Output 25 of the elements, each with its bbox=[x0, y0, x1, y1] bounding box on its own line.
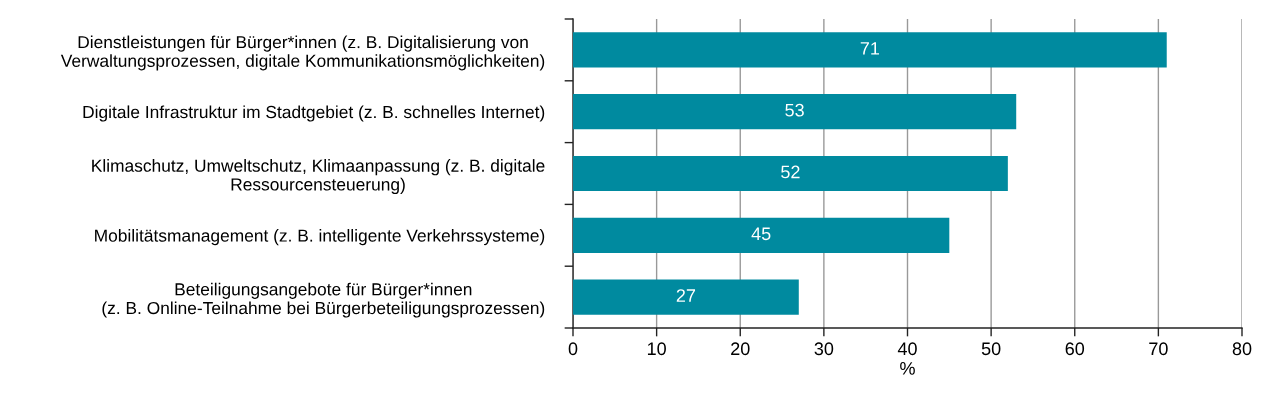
y-tick-label: Mobilitätsmanagement (z. B. intelligente Verkehrssysteme) bbox=[95, 229, 545, 246]
x-tick-label: 30 bbox=[814, 342, 834, 356]
x-tick-label: 50 bbox=[981, 342, 1001, 356]
x-tick-label: 60 bbox=[1065, 342, 1085, 356]
data-label: 53 bbox=[785, 103, 804, 117]
bar bbox=[573, 217, 950, 253]
data-label: 45 bbox=[751, 227, 771, 241]
x-tick-label: 80 bbox=[1232, 342, 1252, 356]
bar bbox=[573, 94, 1017, 130]
bar bbox=[573, 155, 1008, 192]
data-label: 27 bbox=[676, 289, 696, 302]
x-tick-label: 40 bbox=[897, 342, 917, 356]
y-tick-label: Dienstleistungen für Bürger*innen (z. B. Digitalisierung von Verwaltungsprozessen, digitale Kommunikationsmöglichkeiten) bbox=[60, 35, 545, 71]
x-tick-label: 0 bbox=[568, 342, 578, 356]
x-axis-title: % bbox=[900, 362, 915, 375]
bar bbox=[573, 32, 1167, 68]
bar bbox=[573, 279, 799, 315]
y-tick-label: Beteiligungsangebote für Bürger*innen (z. B. Online-Teilnahme bei Bürgerbeteiligungsprozessen) bbox=[102, 282, 545, 318]
data-label: 71 bbox=[860, 42, 880, 55]
x-tick-label: 10 bbox=[647, 342, 666, 356]
y-tick-label: Digitale Infrastruktur im Stadtgebiet (z. B. schnelles Internet) bbox=[83, 105, 545, 122]
data-label: 52 bbox=[781, 165, 800, 179]
y-tick-label: Klimaschutz, Umweltschutz, Klimaanpassung (z. B. digitale Ressourcensteuerung) bbox=[92, 159, 545, 194]
x-tick-label: 70 bbox=[1149, 342, 1168, 356]
x-tick-label: 20 bbox=[731, 342, 750, 356]
